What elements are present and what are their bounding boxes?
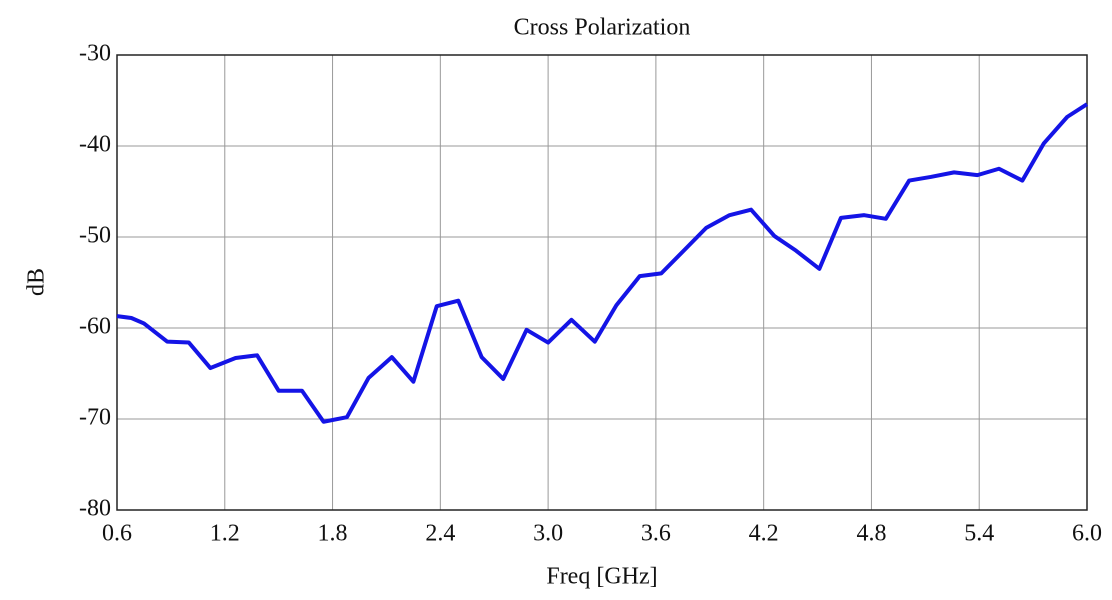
data-line bbox=[116, 102, 1089, 424]
x-tick-label: 6.0 bbox=[1072, 521, 1102, 547]
y-axis-label: dB bbox=[24, 268, 50, 296]
x-axis-label: Freq [GHz] bbox=[546, 564, 657, 590]
x-tick-label: 0.6 bbox=[102, 521, 132, 547]
x-tick-label: 5.4 bbox=[964, 521, 994, 547]
y-tick-label: -70 bbox=[79, 405, 111, 431]
x-tick-label: 4.2 bbox=[749, 521, 779, 547]
x-tick-label: 4.8 bbox=[856, 521, 886, 547]
chart-title: Cross Polarization bbox=[514, 15, 691, 41]
plot-frame bbox=[116, 54, 1088, 511]
y-tick-label: -50 bbox=[79, 223, 111, 249]
x-tick-label: 1.8 bbox=[318, 521, 348, 547]
y-tick-label: -30 bbox=[79, 41, 111, 67]
x-tick-label: 2.4 bbox=[425, 521, 455, 547]
y-tick-label: -40 bbox=[79, 132, 111, 158]
x-tick-label: 1.2 bbox=[210, 521, 240, 547]
y-tick-label: -60 bbox=[79, 314, 111, 340]
y-tick-label: -80 bbox=[79, 496, 111, 522]
x-tick-label: 3.0 bbox=[533, 521, 563, 547]
x-tick-label: 3.6 bbox=[641, 521, 671, 547]
